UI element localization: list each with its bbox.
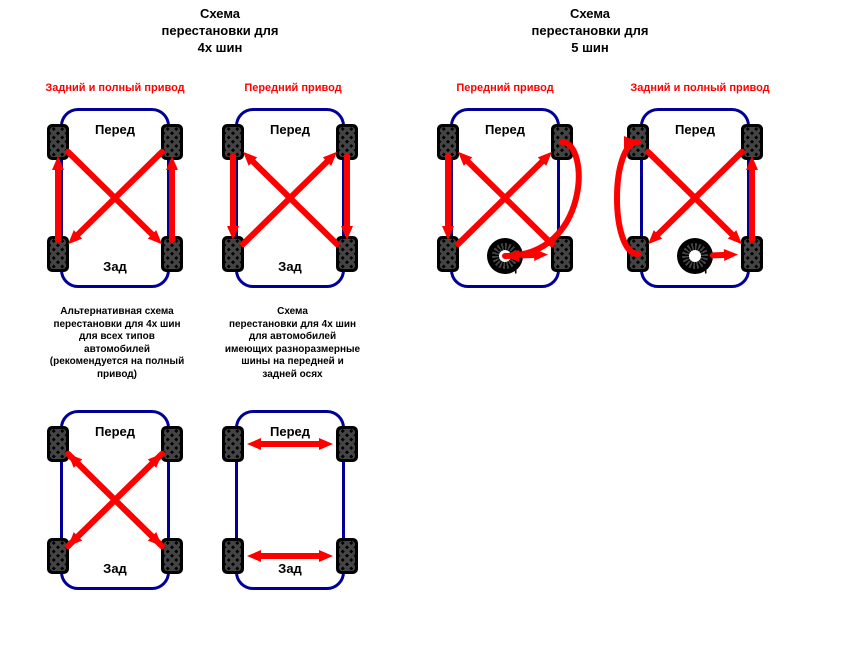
title-4-tires: Схемаперестановки для4х шин: [130, 6, 310, 57]
car-diagram-d4: Перед Зад: [620, 98, 770, 298]
arrows-svg: [40, 98, 190, 298]
label-rwd-awd-2: Задний и полный привод: [615, 82, 785, 94]
arrows-svg: [215, 98, 365, 298]
label-fwd-1: Передний привод: [238, 82, 348, 94]
label-rwd-awd-1: Задний и полный привод: [30, 82, 200, 94]
arrows-svg: [430, 98, 580, 298]
caption-diff4: Схемаперестановки для 4х шиндля автомоби…: [215, 306, 370, 381]
arrows-svg: [40, 400, 190, 600]
title-5-tires: Схемаперестановки для5 шин: [500, 6, 680, 57]
car-diagram-d5: Перед Зад: [40, 400, 190, 600]
caption-alt4: Альтернативная схемаперестановки для 4х …: [38, 306, 196, 381]
arrows-svg: [215, 400, 365, 600]
car-diagram-d3: Перед Зад: [430, 98, 580, 298]
label-fwd-2: Передний привод: [450, 82, 560, 94]
car-diagram-d2: Перед Зад: [215, 98, 365, 298]
car-diagram-d6: Перед Зад: [215, 400, 365, 600]
car-diagram-d1: Перед Зад: [40, 98, 190, 298]
arrows-svg: [620, 98, 770, 298]
